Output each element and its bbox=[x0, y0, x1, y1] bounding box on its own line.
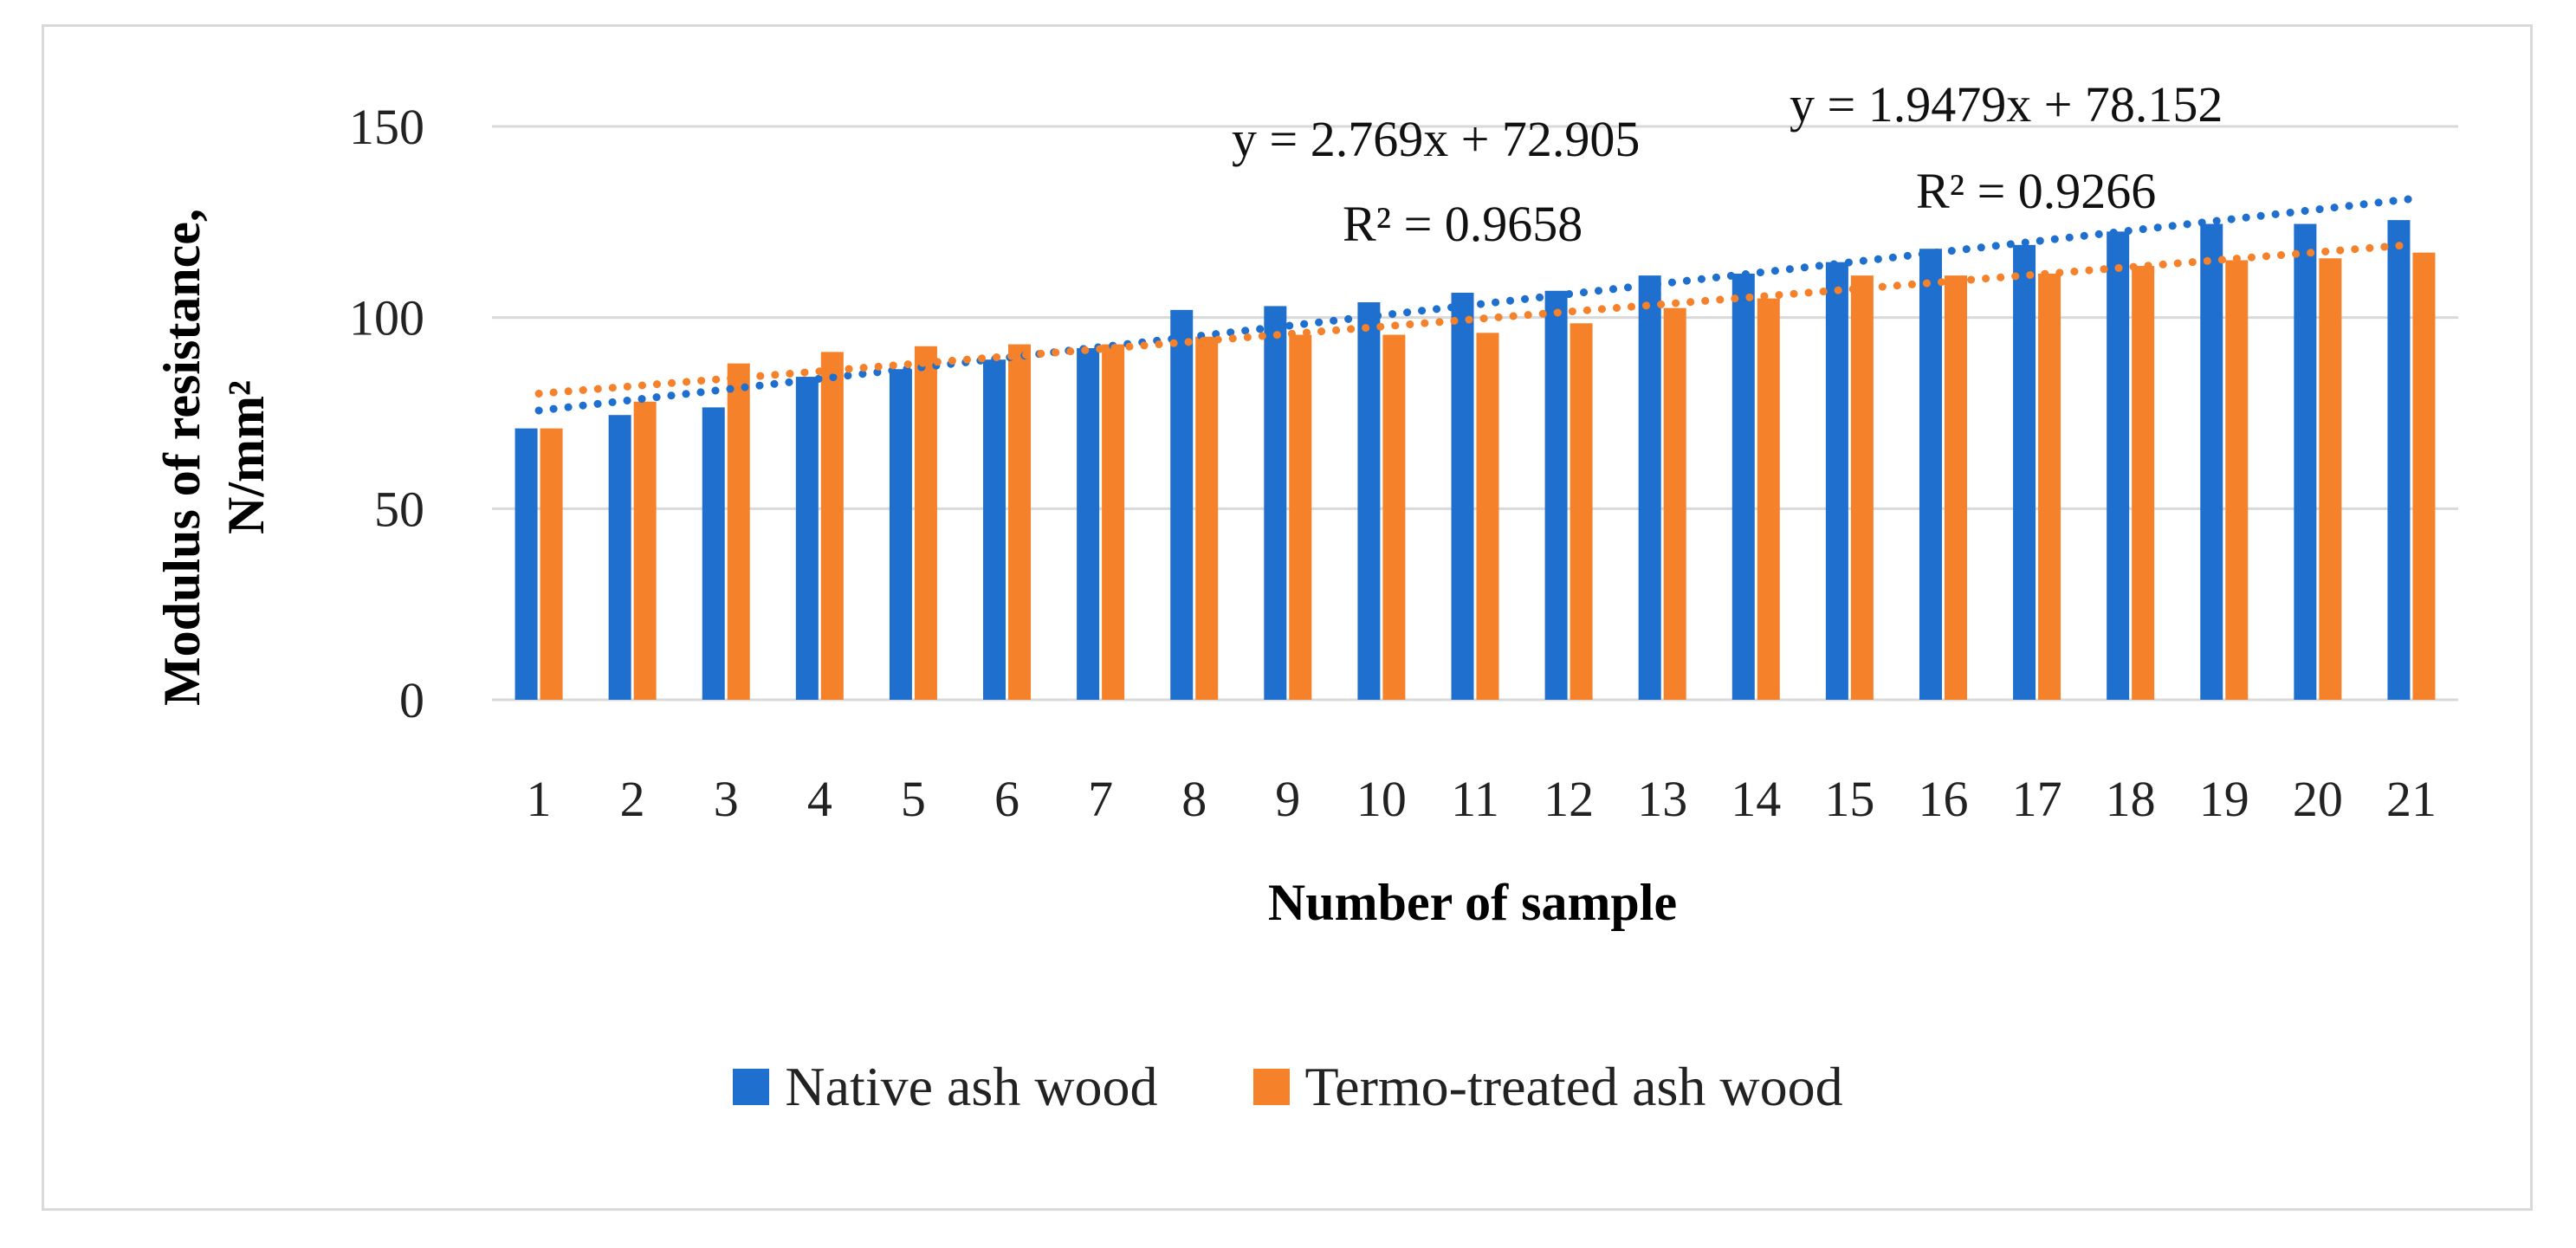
x-tick-label: 16 bbox=[1918, 771, 1968, 827]
bar-termo-15 bbox=[1850, 275, 1874, 700]
bar-native-19 bbox=[2200, 223, 2223, 700]
trendline-r2-native: R² = 0.9658 bbox=[1343, 196, 1582, 252]
y-tick-label: 0 bbox=[399, 672, 424, 728]
y-tick-labels: 0 50 100 150 bbox=[349, 99, 424, 728]
bars bbox=[515, 220, 2436, 701]
x-tick-label: 12 bbox=[1544, 771, 1594, 827]
bar-termo-18 bbox=[2132, 266, 2155, 700]
x-tick-label: 5 bbox=[901, 771, 926, 827]
x-tick-label: 13 bbox=[1637, 771, 1687, 827]
bar-termo-21 bbox=[2412, 252, 2436, 700]
bar-native-3 bbox=[702, 407, 725, 700]
bar-termo-17 bbox=[2038, 273, 2061, 700]
x-tick-label: 9 bbox=[1275, 771, 1300, 827]
trendline-equation-termo: y = 1.9479x + 78.152 bbox=[1790, 76, 2223, 133]
bar-termo-6 bbox=[1008, 344, 1032, 700]
y-axis-title-line-2: N/mm² bbox=[217, 380, 275, 534]
bar-termo-4 bbox=[820, 352, 844, 700]
legend-label-termo: Termo-treated ash wood bbox=[1304, 1056, 1843, 1117]
bar-termo-16 bbox=[1944, 275, 1967, 700]
bar-native-16 bbox=[1919, 249, 1942, 700]
x-tick-label: 7 bbox=[1088, 771, 1113, 827]
trendlines bbox=[534, 195, 2416, 415]
legend-swatch-native bbox=[733, 1069, 770, 1105]
x-tick-label: 6 bbox=[994, 771, 1019, 827]
bar-native-12 bbox=[1544, 290, 1568, 700]
bar-native-7 bbox=[1077, 347, 1100, 700]
x-tick-label: 15 bbox=[1824, 771, 1874, 827]
x-tick-label: 3 bbox=[714, 771, 739, 827]
bar-termo-14 bbox=[1757, 298, 1780, 700]
bar-termo-12 bbox=[1570, 323, 1593, 700]
legend: Native ash wood Termo-treated ash wood bbox=[0, 1055, 2576, 1119]
bar-native-15 bbox=[1825, 262, 1848, 700]
x-axis-title: Number of sample bbox=[1268, 874, 1677, 931]
legend-item-termo: Termo-treated ash wood bbox=[1252, 1055, 1843, 1119]
x-tick-label: 17 bbox=[2012, 771, 2062, 827]
bar-native-9 bbox=[1264, 306, 1287, 700]
bar-termo-10 bbox=[1382, 334, 1406, 700]
y-axis-title-line-1: Modulus of resistance, bbox=[153, 209, 210, 706]
bar-native-21 bbox=[2387, 220, 2411, 701]
bar-termo-8 bbox=[1195, 336, 1219, 700]
bar-native-4 bbox=[795, 377, 819, 700]
legend-label-native: Native ash wood bbox=[785, 1056, 1158, 1117]
trendline-termo bbox=[534, 241, 2416, 398]
bar-termo-20 bbox=[2319, 258, 2342, 700]
x-tick-label: 11 bbox=[1451, 771, 1499, 827]
x-tick-label: 8 bbox=[1181, 771, 1207, 827]
bar-native-20 bbox=[2294, 223, 2317, 700]
y-tick-label: 150 bbox=[349, 99, 424, 155]
y-tick-label: 50 bbox=[374, 481, 424, 537]
y-axis-title: Modulus of resistance, N/mm² bbox=[153, 209, 275, 706]
gridlines bbox=[492, 125, 2458, 702]
x-tick-label: 14 bbox=[1731, 771, 1781, 827]
x-tick-label: 19 bbox=[2199, 771, 2249, 827]
y-tick-label: 100 bbox=[349, 290, 424, 346]
x-tick-label: 10 bbox=[1356, 771, 1407, 827]
bar-native-1 bbox=[515, 428, 538, 700]
bar-native-2 bbox=[608, 415, 631, 700]
bar-termo-5 bbox=[914, 346, 937, 700]
legend-swatch-termo bbox=[1252, 1069, 1290, 1105]
bar-native-6 bbox=[983, 359, 1006, 700]
bar-native-13 bbox=[1638, 275, 1661, 700]
bar-native-18 bbox=[2107, 231, 2130, 700]
bar-termo-7 bbox=[1102, 344, 1125, 700]
bar-termo-13 bbox=[1663, 307, 1686, 700]
bar-native-5 bbox=[889, 369, 912, 700]
bar-termo-2 bbox=[633, 401, 657, 700]
legend-item-native: Native ash wood bbox=[733, 1055, 1158, 1119]
trendline-native bbox=[534, 195, 2416, 415]
x-tick-label: 21 bbox=[2386, 771, 2437, 827]
bar-native-14 bbox=[1731, 273, 1755, 700]
x-tick-label: 1 bbox=[527, 771, 552, 827]
bar-termo-19 bbox=[2225, 260, 2249, 700]
x-tick-label: 20 bbox=[2293, 771, 2343, 827]
bar-termo-3 bbox=[727, 363, 750, 700]
x-tick-labels: 1 2 3 4 5 6 7 8 9 10 11 12 13 14 15 16 17 18 19 20 21 bbox=[527, 771, 2437, 827]
bar-native-17 bbox=[2013, 244, 2036, 700]
trendline-r2-termo: R² = 0.9266 bbox=[1916, 163, 2156, 219]
bar-termo-11 bbox=[1476, 333, 1499, 700]
bar-termo-1 bbox=[540, 428, 563, 700]
trendline-equation-native: y = 2.769x + 72.905 bbox=[1232, 111, 1640, 167]
bar-termo-9 bbox=[1289, 334, 1312, 700]
bar-native-8 bbox=[1170, 309, 1194, 700]
x-tick-label: 2 bbox=[620, 771, 645, 827]
bar-native-10 bbox=[1357, 302, 1381, 700]
x-tick-label: 18 bbox=[2106, 771, 2156, 827]
bar-native-11 bbox=[1451, 292, 1474, 700]
x-tick-label: 4 bbox=[807, 771, 832, 827]
